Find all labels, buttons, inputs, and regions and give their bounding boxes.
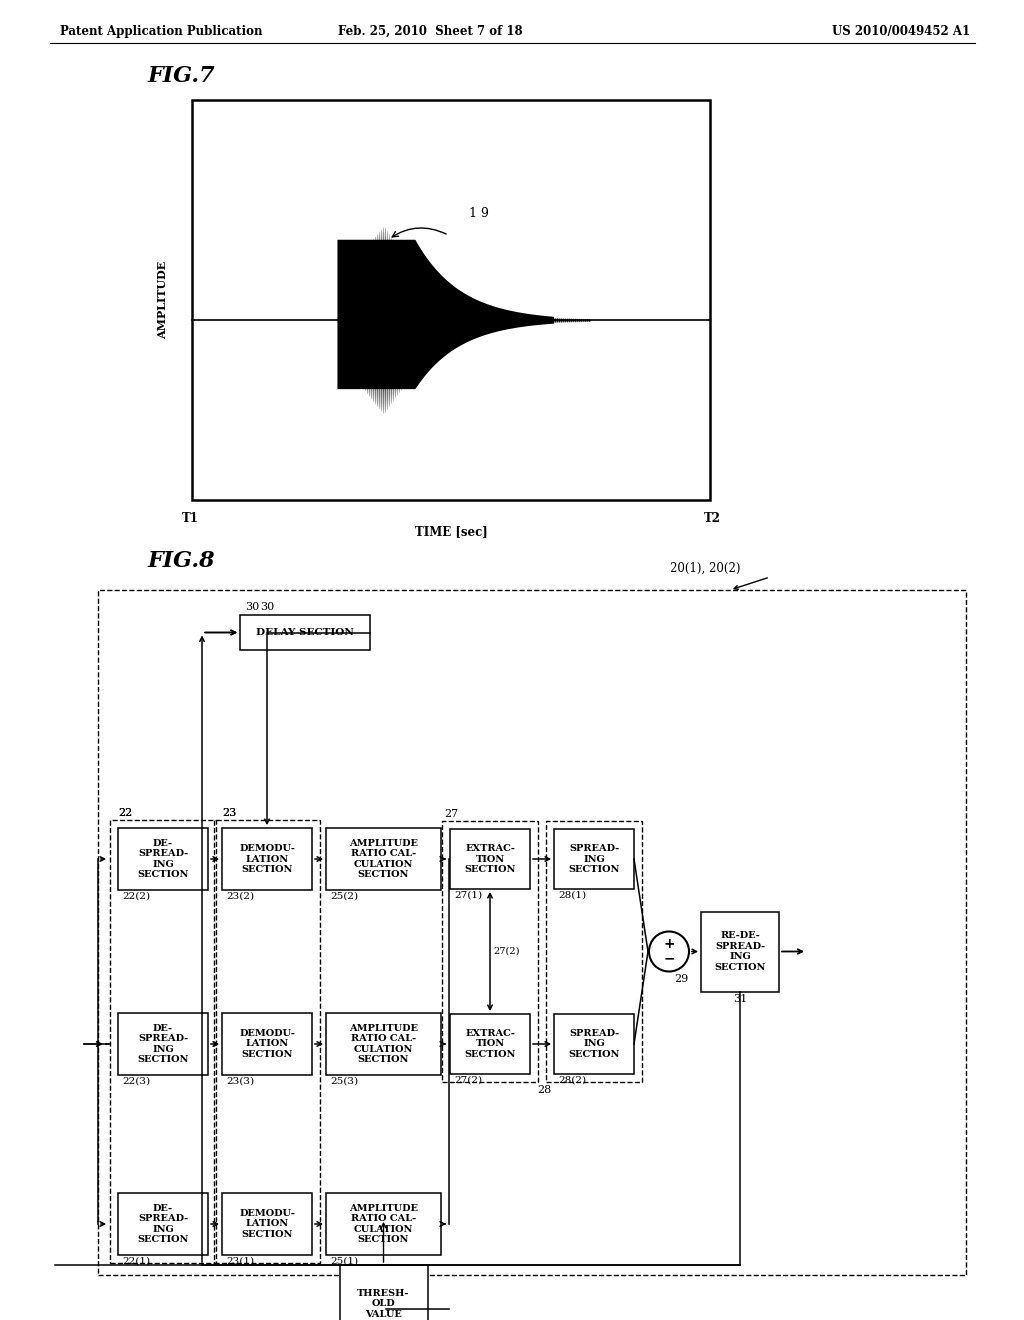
Text: 22(1): 22(1): [122, 1257, 151, 1266]
Bar: [118, 1193, 208, 1255]
Text: 23(2): 23(2): [226, 892, 254, 902]
Text: 25(3): 25(3): [330, 1077, 358, 1086]
Text: 30: 30: [245, 602, 259, 612]
Bar: [118, 1012, 208, 1074]
Text: SPREAD-
ING
SECTION: SPREAD- ING SECTION: [568, 843, 620, 874]
Bar: [214, 820, 319, 1263]
Bar: [193, 100, 710, 500]
Text: 22(3): 22(3): [122, 1077, 151, 1086]
Bar: [554, 829, 634, 888]
Text: T2: T2: [703, 512, 721, 525]
Text: 29: 29: [674, 974, 688, 985]
Text: +: +: [664, 937, 675, 952]
Text: 1 9: 1 9: [469, 207, 488, 220]
Text: 22: 22: [118, 808, 132, 818]
Text: RE-DE-
SPREAD-
ING
SECTION: RE-DE- SPREAD- ING SECTION: [715, 932, 766, 972]
Text: DE-
SPREAD-
ING
SECTION: DE- SPREAD- ING SECTION: [137, 1024, 188, 1064]
Bar: [98, 590, 966, 1275]
Text: 28(2): 28(2): [558, 1076, 586, 1085]
Bar: [450, 829, 530, 888]
Bar: [450, 1014, 530, 1074]
Text: 27: 27: [444, 809, 458, 818]
Bar: [326, 1012, 441, 1074]
Text: THRESH-
OLD
VALUE
LUT: THRESH- OLD VALUE LUT: [357, 1288, 410, 1320]
Text: AMPLITUDE
RATIO CAL-
CULATION
SECTION: AMPLITUDE RATIO CAL- CULATION SECTION: [349, 1204, 418, 1243]
Bar: [222, 828, 312, 890]
Bar: [442, 821, 538, 1082]
Text: 23(3): 23(3): [226, 1077, 254, 1086]
Text: AMPLITUDE
RATIO CAL-
CULATION
SECTION: AMPLITUDE RATIO CAL- CULATION SECTION: [349, 840, 418, 879]
Text: 22(2): 22(2): [122, 892, 151, 902]
Bar: [110, 820, 216, 1263]
Text: FIG.8: FIG.8: [148, 550, 216, 572]
Text: Feb. 25, 2010  Sheet 7 of 18: Feb. 25, 2010 Sheet 7 of 18: [338, 25, 522, 38]
Bar: [701, 912, 779, 991]
Text: 27(2): 27(2): [454, 1076, 482, 1085]
Text: 23(1): 23(1): [226, 1257, 254, 1266]
Text: 25(2): 25(2): [330, 892, 358, 902]
Text: DEMODU-
LATION
SECTION: DEMODU- LATION SECTION: [239, 1209, 295, 1239]
Text: DELAY SECTION: DELAY SECTION: [256, 628, 354, 638]
Bar: [222, 1193, 312, 1255]
Text: 27(1): 27(1): [454, 891, 482, 900]
Bar: [326, 828, 441, 890]
Text: −: −: [664, 952, 675, 965]
Text: SPREAD-
ING
SECTION: SPREAD- ING SECTION: [568, 1030, 620, 1059]
Bar: [240, 615, 370, 649]
Bar: [546, 821, 642, 1082]
Bar: [554, 1014, 634, 1074]
Bar: [222, 1012, 312, 1074]
Text: 31: 31: [733, 994, 748, 1005]
Text: 30: 30: [260, 602, 274, 612]
Text: 28(1): 28(1): [558, 891, 586, 900]
Text: DE-
SPREAD-
ING
SECTION: DE- SPREAD- ING SECTION: [137, 840, 188, 879]
Text: DEMODU-
LATION
SECTION: DEMODU- LATION SECTION: [239, 1030, 295, 1059]
Text: EXTRAC-
TION
SECTION: EXTRAC- TION SECTION: [464, 843, 516, 874]
Text: 27(2): 27(2): [493, 946, 519, 956]
Text: Patent Application Publication: Patent Application Publication: [60, 25, 262, 38]
Bar: [118, 828, 208, 890]
Text: 22: 22: [118, 808, 132, 818]
Text: AMPLITUDE: AMPLITUDE: [158, 261, 169, 339]
Bar: [340, 1265, 427, 1320]
Text: EXTRAC-
TION
SECTION: EXTRAC- TION SECTION: [464, 1030, 516, 1059]
Text: 20(1), 20(2): 20(1), 20(2): [670, 562, 740, 576]
Text: 23: 23: [222, 808, 237, 818]
Text: US 2010/0049452 A1: US 2010/0049452 A1: [831, 25, 970, 38]
Text: FIG.7: FIG.7: [148, 65, 216, 87]
Text: 25(1): 25(1): [330, 1257, 358, 1266]
Text: AMPLITUDE
RATIO CAL-
CULATION
SECTION: AMPLITUDE RATIO CAL- CULATION SECTION: [349, 1024, 418, 1064]
Text: DEMODU-
LATION
SECTION: DEMODU- LATION SECTION: [239, 843, 295, 874]
Text: 28: 28: [537, 1085, 551, 1096]
Bar: [326, 1193, 441, 1255]
Text: DE-
SPREAD-
ING
SECTION: DE- SPREAD- ING SECTION: [137, 1204, 188, 1243]
Text: 23: 23: [222, 808, 237, 818]
Text: T1: T1: [181, 512, 199, 525]
Text: TIME [sec]: TIME [sec]: [415, 525, 487, 539]
